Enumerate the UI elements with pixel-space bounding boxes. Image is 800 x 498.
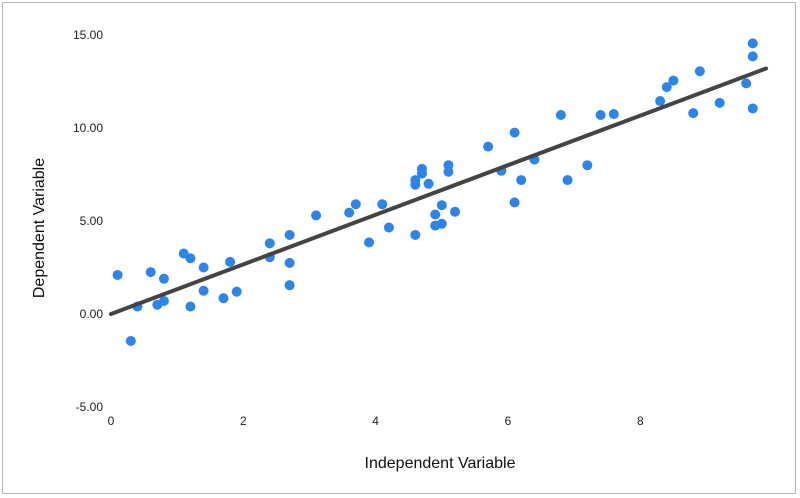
y-tick-label: 0.00 — [80, 307, 104, 321]
data-point — [688, 108, 699, 119]
data-point — [582, 160, 593, 171]
x-tick-label: 2 — [240, 414, 247, 428]
data-point — [158, 295, 169, 306]
data-point — [655, 96, 666, 107]
data-point — [436, 200, 447, 211]
data-point — [747, 38, 758, 49]
data-point — [436, 218, 447, 229]
data-point — [225, 256, 236, 267]
data-point — [423, 178, 434, 189]
y-tick-label: 10.00 — [73, 121, 103, 135]
x-tick-labels: 0 2 4 6 8 — [108, 414, 644, 428]
data-point — [608, 109, 619, 120]
data-point — [668, 75, 679, 86]
x-tick-label: 8 — [637, 414, 644, 428]
data-point — [218, 293, 229, 304]
data-point — [198, 262, 209, 273]
data-point — [714, 97, 725, 108]
x-axis-title: Independent Variable — [365, 455, 516, 472]
data-point — [430, 209, 441, 220]
data-point — [344, 207, 355, 218]
x-tick-label: 0 — [108, 414, 115, 428]
data-point — [145, 267, 156, 278]
data-point — [185, 301, 196, 312]
data-point — [112, 269, 123, 280]
data-point — [562, 175, 573, 186]
data-point — [311, 210, 322, 221]
data-point — [198, 285, 209, 296]
y-tick-label: -5.00 — [76, 400, 104, 414]
data-point — [443, 166, 454, 177]
y-tick-label: 15.00 — [73, 28, 103, 42]
data-point — [410, 229, 421, 240]
data-point — [741, 78, 752, 89]
data-points — [112, 38, 758, 346]
data-point — [483, 141, 494, 152]
y-tick-label: 5.00 — [80, 214, 104, 228]
data-point — [125, 335, 136, 346]
data-point — [185, 253, 196, 264]
data-point — [694, 66, 705, 77]
x-tick-label: 6 — [505, 414, 512, 428]
data-point — [364, 237, 375, 248]
data-point — [747, 51, 758, 62]
data-point — [509, 197, 520, 208]
trendline — [109, 66, 768, 316]
trendline-group — [109, 66, 768, 316]
data-point — [383, 222, 394, 233]
data-point — [555, 109, 566, 120]
data-point — [410, 179, 421, 190]
data-point — [284, 229, 295, 240]
data-point — [284, 257, 295, 268]
data-point — [661, 82, 672, 93]
data-point — [264, 238, 275, 249]
data-point — [516, 175, 527, 186]
data-point — [158, 273, 169, 284]
data-point — [350, 199, 361, 210]
data-point — [509, 127, 520, 138]
data-point — [595, 109, 606, 120]
data-point — [377, 199, 388, 210]
data-point — [231, 286, 242, 297]
y-axis-title: Dependent Variable — [31, 158, 48, 298]
data-point — [450, 206, 461, 217]
x-tick-label: 4 — [372, 414, 379, 428]
data-point — [284, 280, 295, 291]
y-tick-labels: -5.00 0.00 5.00 10.00 15.00 — [73, 28, 103, 414]
data-point — [747, 103, 758, 114]
data-point — [416, 168, 427, 179]
